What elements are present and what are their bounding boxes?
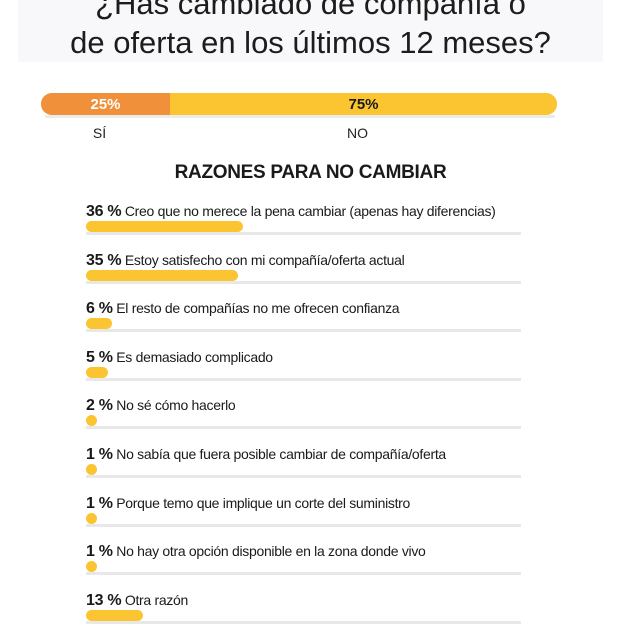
top-bar-shadow bbox=[45, 115, 555, 118]
reason-value-label: 36 % bbox=[86, 203, 122, 220]
reason-label: 1 % No sabía que fuera posible cambiar d… bbox=[86, 446, 446, 464]
reason-bar-track bbox=[86, 572, 521, 576]
reason-value-label: 35 % bbox=[86, 251, 122, 269]
reason-row: 36 % Creo que no merece la pena cambiar … bbox=[86, 203, 546, 251]
bar-segment-yes: 25% bbox=[41, 93, 170, 115]
reason-bar bbox=[86, 318, 113, 330]
reason-bar bbox=[86, 221, 243, 232]
reason-row: 2 % No sé cómo hacerlo bbox=[86, 397, 546, 445]
data-label-no: 75% bbox=[348, 95, 379, 113]
reason-bar-track bbox=[86, 475, 521, 478]
reason-label: 1 % No hay otra opción disponible en la … bbox=[86, 543, 426, 561]
reason-row: 1 % No sabía que fuera posible cambiar d… bbox=[86, 446, 546, 494]
chart-title-line-1: ¿Has cambiado de compañía o bbox=[95, 0, 526, 21]
reason-bar bbox=[86, 561, 97, 573]
reason-row: 1 % Porque temo que implique un corte de… bbox=[86, 495, 546, 543]
reason-bar-track bbox=[86, 377, 521, 381]
reason-text: Otra razón bbox=[124, 591, 189, 608]
reason-text: Porque temo que implique un corte del su… bbox=[116, 494, 411, 511]
reason-label: 2 % No sé cómo hacerlo bbox=[86, 397, 236, 415]
reason-row: 1 % No hay otra opción disponible en la … bbox=[86, 543, 546, 591]
reason-bar bbox=[86, 415, 97, 427]
reason-text: Estoy satisfecho con mi compañía/oferta … bbox=[124, 251, 405, 268]
reason-text: No sabía que fuera posible cambiar de co… bbox=[116, 446, 446, 462]
reason-value-label: 1 % bbox=[86, 543, 113, 561]
reason-bar bbox=[86, 464, 97, 475]
reason-label: 5 % Es demasiado complicado bbox=[86, 349, 273, 367]
reason-row: 5 % Es demasiado complicado bbox=[86, 349, 546, 397]
reason-label: 35 % Estoy satisfecho con mi compañía/of… bbox=[86, 251, 405, 270]
reason-label: 6 % El resto de compañías no me ofrecen … bbox=[86, 300, 400, 318]
bar-segment-no: 75% bbox=[170, 93, 557, 115]
reason-row: 6 % El resto de compañías no me ofrecen … bbox=[86, 300, 546, 348]
reason-text: No sé cómo hacerlo bbox=[116, 397, 236, 414]
reason-bar bbox=[86, 269, 239, 281]
reason-bar-track bbox=[86, 523, 521, 527]
reasons-heading: RAZONES PARA NO CAMBIAR bbox=[174, 162, 447, 183]
reason-label: 13 % Otra razón bbox=[86, 592, 188, 610]
category-label-yes: SÍ bbox=[92, 125, 107, 141]
reason-label: 36 % Creo que no merece la pena cambiar … bbox=[86, 203, 496, 221]
reason-text: El resto de compañías no me ofrecen conf… bbox=[116, 300, 400, 317]
reason-bar bbox=[86, 512, 97, 524]
reason-bar-track bbox=[86, 426, 521, 430]
reason-bar-track bbox=[86, 620, 521, 624]
reason-value-label: 1 % bbox=[86, 494, 113, 512]
reason-value-label: 2 % bbox=[86, 397, 113, 415]
title-panel bbox=[18, 0, 603, 62]
reason-bar bbox=[86, 609, 143, 621]
reason-bar-track bbox=[86, 280, 521, 284]
yes-no-bar: 25% 75% bbox=[41, 93, 557, 115]
reason-label: 1 % Porque temo que implique un corte de… bbox=[86, 495, 410, 513]
category-label-no: NO bbox=[347, 125, 368, 141]
reason-bar-track bbox=[86, 232, 521, 235]
reason-row: 13 % Otra razón bbox=[86, 592, 546, 640]
reason-bar bbox=[86, 366, 108, 378]
chart-title-line-2: de oferta en los últimos 12 meses? bbox=[70, 25, 551, 60]
reason-value-label: 5 % bbox=[86, 348, 113, 366]
reason-text: No hay otra opción disponible en la zona… bbox=[116, 543, 426, 560]
reason-value-label: 13 % bbox=[86, 591, 122, 609]
reason-value-label: 6 % bbox=[86, 300, 113, 318]
reason-text: Es demasiado complicado bbox=[116, 348, 273, 365]
data-label-yes: 25% bbox=[90, 95, 121, 113]
reason-value-label: 1 % bbox=[86, 446, 113, 463]
reason-text: Creo que no merece la pena cambiar (apen… bbox=[124, 203, 496, 219]
reason-bar-track bbox=[86, 329, 521, 333]
reason-row: 35 % Estoy satisfecho con mi compañía/of… bbox=[86, 252, 546, 300]
